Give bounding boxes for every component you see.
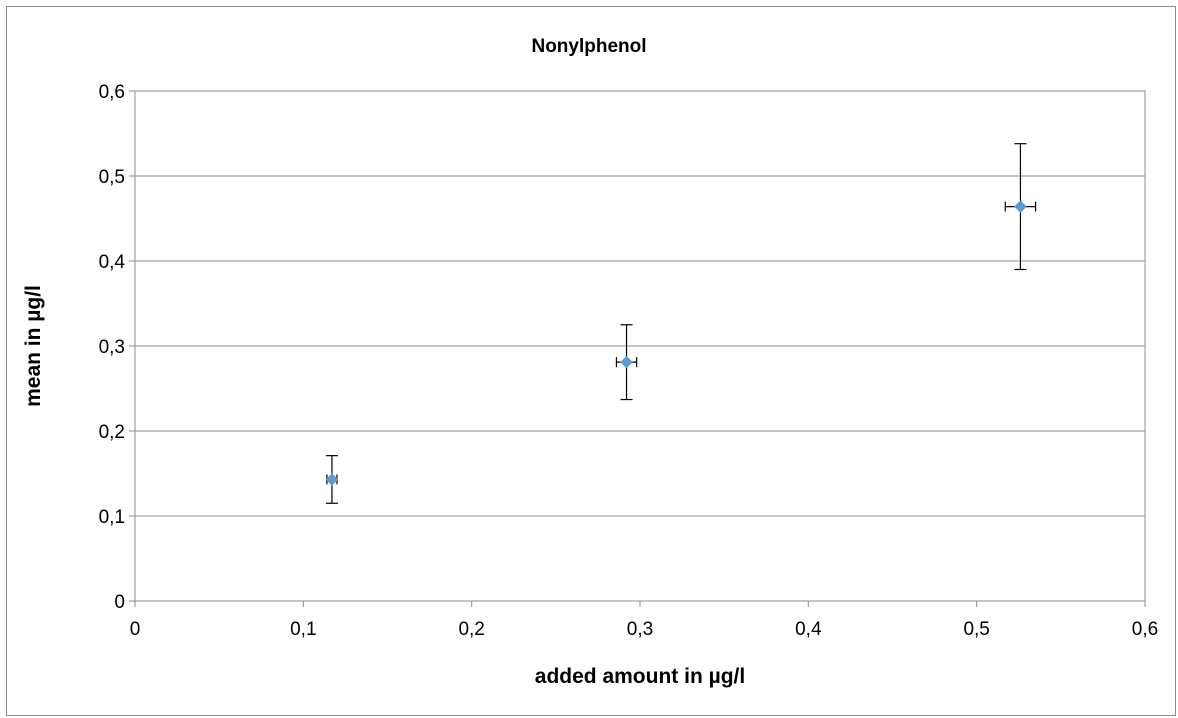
data-point-group — [1004, 143, 1037, 271]
x-tick-label: 0,3 — [627, 619, 653, 640]
x-tick-label: 0,4 — [795, 619, 822, 640]
y-tick-label: 0,3 — [99, 337, 125, 358]
x-tick-label: 0 — [130, 619, 141, 640]
y-tick-label: 0,1 — [99, 507, 125, 528]
y-axis-title: mean in µg/l — [22, 285, 45, 407]
y-tick-label: 0 — [114, 592, 125, 613]
x-axis: 0 0,1 0,2 0,3 0,4 0,5 0,6 — [130, 601, 1158, 640]
data-point — [1014, 200, 1027, 213]
x-tick-label: 0,2 — [458, 619, 484, 640]
x-tick-label: 0,5 — [963, 619, 989, 640]
x-tick-label: 0,6 — [1132, 619, 1158, 640]
y-axis: 0 0,1 0,2 0,3 0,4 0,5 0,6 — [99, 82, 135, 613]
y-tick-label: 0,2 — [99, 422, 125, 443]
x-axis-title: added amount in µg/l — [535, 665, 745, 688]
data-point — [325, 473, 339, 486]
x-tick-label: 0,1 — [290, 619, 316, 640]
y-tick-label: 0,5 — [99, 167, 125, 188]
grid-lines — [135, 175, 1145, 517]
data-points — [325, 143, 1037, 504]
chart-title: Nonylphenol — [531, 36, 646, 57]
data-point-group — [615, 324, 638, 401]
y-tick-label: 0,4 — [99, 252, 126, 273]
y-tick-label: 0,6 — [99, 82, 125, 103]
data-point — [620, 355, 633, 369]
data-point-group — [325, 455, 339, 504]
